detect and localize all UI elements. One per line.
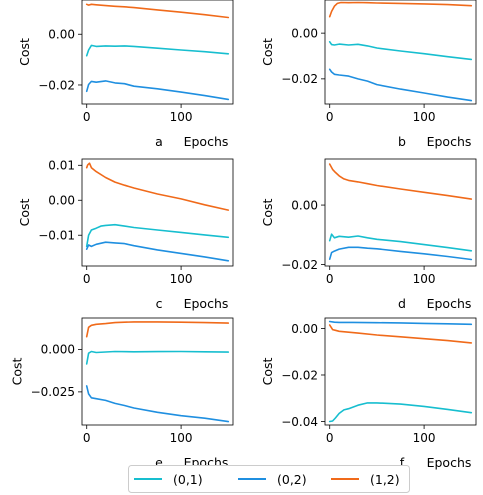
legend: (0,1) (0,2) (1,2) bbox=[128, 465, 410, 493]
series-line-c-12 bbox=[85, 162, 230, 211]
x-axis-label: Epochs bbox=[184, 296, 229, 311]
series-line-d-12 bbox=[328, 163, 473, 200]
x-tick-label: 0 bbox=[326, 110, 334, 124]
series-line-d-01 bbox=[328, 233, 473, 252]
panel-label: a bbox=[155, 134, 163, 149]
y-tick-label: −0.02 bbox=[281, 258, 318, 272]
series-line-c-02 bbox=[85, 241, 230, 262]
x-tick-label: 0 bbox=[326, 272, 334, 286]
panel-label: d bbox=[398, 296, 406, 311]
series-line-f-12 bbox=[328, 324, 473, 344]
chart-panel-c: 0 100 −0.01 0.00 0.01 Cost c Epochs bbox=[17, 158, 234, 311]
axes-frame bbox=[81, 0, 234, 105]
y-tick-label: −0.025 bbox=[31, 385, 75, 399]
x-tick-label: 100 bbox=[170, 272, 193, 286]
x-tick-label: 100 bbox=[413, 110, 436, 124]
series-line-f-02 bbox=[328, 320, 473, 326]
x-tick-label: 0 bbox=[83, 272, 91, 286]
x-tick-label: 0 bbox=[83, 110, 91, 124]
x-tick-label: 0 bbox=[326, 431, 334, 445]
legend-box bbox=[128, 465, 410, 493]
panel-label: b bbox=[398, 134, 406, 149]
x-axis-label: Epochs bbox=[184, 134, 229, 149]
x-tick-label: 100 bbox=[413, 272, 436, 286]
x-tick-label: 100 bbox=[170, 431, 193, 445]
legend-entry-label: (1,2) bbox=[370, 472, 400, 487]
series-line-e-12 bbox=[85, 321, 230, 338]
y-tick-label: 0.00 bbox=[291, 322, 318, 336]
panel-label: f bbox=[400, 455, 405, 470]
y-tick-label: 0.01 bbox=[48, 159, 75, 173]
series-line-e-01 bbox=[85, 350, 230, 365]
series-line-c-01 bbox=[85, 223, 230, 248]
axes-frame bbox=[324, 317, 477, 426]
x-axis-label: Epochs bbox=[427, 134, 472, 149]
panel-label: e bbox=[155, 455, 163, 470]
panel-label: c bbox=[156, 296, 163, 311]
y-axis-label: Cost bbox=[260, 358, 275, 386]
series-line-e-02 bbox=[85, 385, 230, 423]
x-tick-label: 0 bbox=[83, 431, 91, 445]
y-tick-label: −0.02 bbox=[38, 78, 75, 92]
series-line-a-02 bbox=[85, 80, 230, 101]
chart-panel-d: 0 100 −0.02 0.00 Cost d Epochs bbox=[260, 158, 477, 311]
y-tick-label: 0.00 bbox=[291, 198, 318, 212]
series-line-f-01 bbox=[328, 402, 473, 423]
axes-frame bbox=[81, 158, 234, 267]
y-tick-label: 0.000 bbox=[41, 343, 75, 357]
y-axis-label: Cost bbox=[260, 38, 275, 66]
y-axis-label: Cost bbox=[260, 199, 275, 227]
chart-panel-b: 0 100 −0.02 0.00 Cost b Epochs bbox=[260, 0, 477, 149]
y-axis-label: Cost bbox=[17, 38, 32, 66]
y-tick-label: −0.04 bbox=[281, 415, 318, 429]
y-tick-label: 0.00 bbox=[48, 194, 75, 208]
x-tick-label: 100 bbox=[170, 110, 193, 124]
y-tick-label: 0.00 bbox=[48, 28, 75, 42]
series-line-a-01 bbox=[85, 44, 230, 57]
axes-frame bbox=[324, 158, 477, 267]
y-axis-label: Cost bbox=[17, 199, 32, 227]
axes-frame bbox=[324, 0, 477, 105]
axes-frame bbox=[81, 317, 234, 426]
series-line-d-02 bbox=[328, 246, 473, 261]
y-tick-label: −0.02 bbox=[281, 72, 318, 86]
y-axis-label: Cost bbox=[10, 358, 25, 386]
legend-entry-label: (0,1) bbox=[173, 472, 203, 487]
y-tick-label: 0.00 bbox=[291, 26, 318, 40]
x-tick-label: 100 bbox=[413, 431, 436, 445]
series-line-b-02 bbox=[328, 68, 473, 102]
series-line-a-12 bbox=[85, 3, 230, 19]
series-line-b-12 bbox=[328, 1, 473, 18]
legend-entry-label: (0,2) bbox=[277, 472, 307, 487]
x-axis-label: Epochs bbox=[427, 296, 472, 311]
chart-panel-f: 0 100 −0.04 −0.02 0.00 Cost f Epochs bbox=[260, 317, 477, 470]
series-line-b-01 bbox=[328, 40, 473, 61]
y-tick-label: −0.01 bbox=[38, 229, 75, 243]
x-axis-label: Epochs bbox=[427, 455, 472, 470]
chart-panel-a: 0 100 −0.02 0.00 Cost a Epochs bbox=[17, 0, 234, 149]
y-tick-label: −0.02 bbox=[281, 368, 318, 382]
